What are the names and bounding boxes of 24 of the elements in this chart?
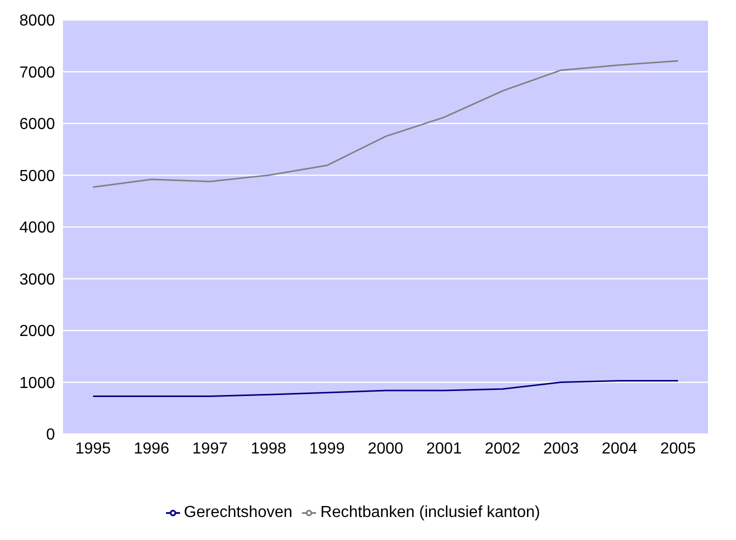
x-tick-label: 2003 — [543, 440, 579, 458]
x-tick-label: 1996 — [134, 440, 170, 458]
y-tick-label: 3000 — [19, 271, 56, 288]
x-tick-label: 2001 — [426, 440, 462, 458]
x-tick-label: 1995 — [75, 440, 111, 458]
y-tick-label: 6000 — [19, 116, 56, 134]
x-tick-label: 2005 — [660, 440, 696, 458]
y-tick-label: 5000 — [19, 168, 56, 185]
y-tick-label: 1000 — [19, 374, 56, 392]
x-tick-label: 1999 — [309, 440, 345, 458]
y-tick-label: 2000 — [19, 323, 56, 340]
line-series — [92, 60, 679, 188]
y-tick-label: 4000 — [19, 220, 56, 237]
x-tick-label: 1998 — [250, 440, 286, 458]
line-series — [92, 380, 679, 397]
x-tick-label: 2000 — [368, 440, 404, 458]
x-tick-label: 2002 — [484, 440, 520, 458]
y-tick-label: 8000 — [19, 12, 56, 30]
legend-label: Rechtbanken (inclusief kanton) — [320, 504, 540, 521]
y-tick-label: 0 — [46, 426, 56, 444]
y-tick-label: 7000 — [19, 64, 56, 82]
x-tick-label: 1997 — [192, 440, 228, 458]
legend-label: Gerechtshoven — [184, 504, 292, 521]
x-tick-label: 2004 — [602, 440, 638, 458]
